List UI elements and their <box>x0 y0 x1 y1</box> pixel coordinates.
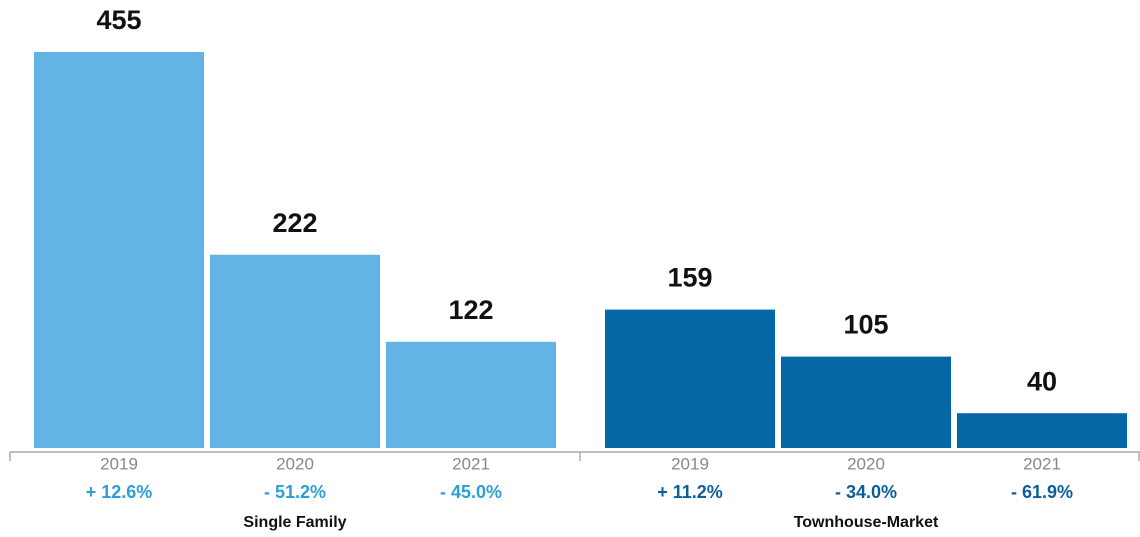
value-label: 222 <box>272 208 317 238</box>
group-label: Single Family <box>243 514 346 531</box>
change-label: - 51.2% <box>264 482 326 502</box>
bar <box>386 341 556 448</box>
change-label: + 11.2% <box>657 482 723 502</box>
value-label: 159 <box>667 263 712 293</box>
x-tick-label: 2019 <box>100 454 138 473</box>
change-label: - 45.0% <box>440 482 502 502</box>
x-tick-label: 2019 <box>671 454 709 473</box>
change-label: - 34.0% <box>835 482 897 502</box>
bar <box>605 309 775 448</box>
value-label: 122 <box>448 295 493 325</box>
x-tick-label: 2020 <box>847 454 885 473</box>
bar <box>34 52 204 448</box>
bar <box>781 356 951 448</box>
bar <box>957 413 1127 448</box>
change-label: + 12.6% <box>86 482 153 502</box>
x-tick-label: 2021 <box>452 454 490 473</box>
bar <box>210 254 380 448</box>
value-label: 105 <box>843 310 888 340</box>
x-tick-label: 2020 <box>276 454 314 473</box>
value-label: 455 <box>96 5 141 35</box>
group-label: Townhouse-Market <box>794 514 939 531</box>
change-label: - 61.9% <box>1011 482 1073 502</box>
x-tick-label: 2021 <box>1023 454 1061 473</box>
value-label: 40 <box>1027 366 1057 396</box>
